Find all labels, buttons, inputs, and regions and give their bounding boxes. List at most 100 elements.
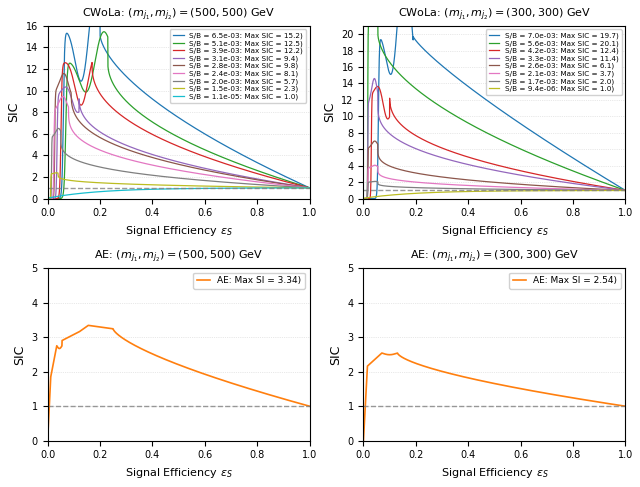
S/B = 2.6e-03: Max SIC = 6.1): (1, 1): Max SIC = 6.1): (1, 1) xyxy=(621,187,629,193)
S/B = 2.6e-03: Max SIC = 6.1): (0.043, 7): Max SIC = 6.1): (0.043, 7) xyxy=(371,138,378,144)
S/B = 1.5e-03: Max SIC = 2.3): (0.384, 1.29): Max SIC = 2.3): (0.384, 1.29) xyxy=(144,182,152,187)
AE: Max SI = 3.34): (0.427, 2.42): Max SI = 3.34): (0.427, 2.42) xyxy=(156,354,163,360)
Title: CWoLa: $(m_{j_1}, m_{j_2}) = (500, 500)$ GeV: CWoLa: $(m_{j_1}, m_{j_2}) = (500, 500)$… xyxy=(82,7,275,23)
S/B = 5.6e-03: Max SIC = 20.1): (0.174, 14.1): Max SIC = 20.1): (0.174, 14.1) xyxy=(405,80,413,86)
Line: S/B = 7.0e-03: Max SIC = 19.7): S/B = 7.0e-03: Max SIC = 19.7) xyxy=(364,0,625,199)
Line: S/B = 2.8e-03: Max SIC = 9.8): S/B = 2.8e-03: Max SIC = 9.8) xyxy=(47,74,310,199)
Line: S/B = 1.7e-03: Max SIC = 2.0): S/B = 1.7e-03: Max SIC = 2.0) xyxy=(364,181,625,199)
S/B = 2.8e-03: Max SIC = 9.8): (1, 1): Max SIC = 9.8): (1, 1) xyxy=(306,185,314,191)
S/B = 9.4e-06: Max SIC = 1.0): (1, 0.994): Max SIC = 1.0): (1, 0.994) xyxy=(621,187,629,193)
S/B = 1.5e-03: Max SIC = 2.3): (0.873, 1.05): Max SIC = 2.3): (0.873, 1.05) xyxy=(273,185,280,190)
S/B = 2.1e-03: Max SIC = 3.7): (0, 0): Max SIC = 3.7): (0, 0) xyxy=(360,196,367,202)
Legend: AE: Max SI = 3.34): AE: Max SI = 3.34) xyxy=(193,273,305,289)
Line: S/B = 4.2e-03: Max SIC = 12.4): S/B = 4.2e-03: Max SIC = 12.4) xyxy=(364,87,625,199)
S/B = 3.1e-03: Max SIC = 9.4): (0.114, 7.99): Max SIC = 9.4): (0.114, 7.99) xyxy=(74,110,81,115)
S/B = 3.3e-03: Max SIC = 11.4): (0.384, 4.27): Max SIC = 11.4): (0.384, 4.27) xyxy=(460,161,468,167)
S/B = 2.1e-03: Max SIC = 3.7): (0.427, 1.56): Max SIC = 3.7): (0.427, 1.56) xyxy=(472,183,479,189)
S/B = 1.7e-03: Max SIC = 2.0): (0.873, 1.03): Max SIC = 2.0): (0.873, 1.03) xyxy=(588,187,596,193)
S/B = 3.9e-03: Max SIC = 12.2): (0.17, 12.6): Max SIC = 12.2): (0.17, 12.6) xyxy=(88,59,96,65)
S/B = 1.7e-03: Max SIC = 2.0): (0.981, 1): Max SIC = 2.0): (0.981, 1) xyxy=(616,187,624,193)
S/B = 2.0e-03: Max SIC = 5.7): (0.873, 1.19): Max SIC = 5.7): (0.873, 1.19) xyxy=(273,183,280,189)
S/B = 4.2e-03: Max SIC = 12.4): (0.384, 5.22): Max SIC = 12.4): (0.384, 5.22) xyxy=(460,153,468,159)
S/B = 2.0e-03: Max SIC = 5.7): (0.0413, 6.5): Max SIC = 5.7): (0.0413, 6.5) xyxy=(54,126,62,131)
S/B = 9.4e-06: Max SIC = 1.0): (0.98, 0.993): Max SIC = 1.0): (0.98, 0.993) xyxy=(616,187,624,193)
S/B = 3.1e-03: Max SIC = 9.4): (0.873, 1.51): Max SIC = 9.4): (0.873, 1.51) xyxy=(273,180,280,186)
S/B = 3.9e-03: Max SIC = 12.2): (0.873, 1.81): Max SIC = 12.2): (0.873, 1.81) xyxy=(273,176,280,182)
S/B = 5.6e-03: Max SIC = 20.1): (0.873, 2.47): Max SIC = 20.1): (0.873, 2.47) xyxy=(588,175,596,181)
AE: Max SI = 3.34): (0.873, 1.27): Max SI = 3.34): (0.873, 1.27) xyxy=(273,394,280,400)
S/B = 4.2e-03: Max SIC = 12.4): (0.427, 4.79): Max SIC = 12.4): (0.427, 4.79) xyxy=(472,156,479,162)
Y-axis label: SIC: SIC xyxy=(329,344,342,365)
S/B = 2.8e-03: Max SIC = 9.8): (0.427, 3.63): Max SIC = 9.8): (0.427, 3.63) xyxy=(156,157,163,163)
S/B = 4.2e-03: Max SIC = 12.4): (1, 1): Max SIC = 12.4): (1, 1) xyxy=(621,187,629,193)
S/B = 1.5e-03: Max SIC = 2.3): (0.427, 1.26): Max SIC = 2.3): (0.427, 1.26) xyxy=(156,182,163,188)
S/B = 9.4e-06: Max SIC = 1.0): (0.873, 0.988): Max SIC = 1.0): (0.873, 0.988) xyxy=(588,187,596,193)
S/B = 5.6e-03: Max SIC = 20.1): (0.114, 16): Max SIC = 20.1): (0.114, 16) xyxy=(390,64,397,70)
S/B = 3.9e-03: Max SIC = 12.2): (0.174, 11.2): Max SIC = 12.2): (0.174, 11.2) xyxy=(89,75,97,80)
S/B = 6.5e-03: Max SIC = 15.2): (0.981, 1.22): Max SIC = 15.2): (0.981, 1.22) xyxy=(301,183,308,188)
AE: Max SI = 2.54): (0.114, 2.5): Max SI = 2.54): (0.114, 2.5) xyxy=(390,351,397,357)
S/B = 1.1e-05: Max SIC = 1.0): (0.383, 0.86): Max SIC = 1.0): (0.383, 0.86) xyxy=(144,187,152,192)
S/B = 3.1e-03: Max SIC = 9.4): (0, 0): Max SIC = 9.4): (0, 0) xyxy=(44,196,51,202)
AE: Max SI = 2.54): (0.427, 1.77): Max SI = 2.54): (0.427, 1.77) xyxy=(472,376,479,382)
X-axis label: Signal Efficiency $\varepsilon_S$: Signal Efficiency $\varepsilon_S$ xyxy=(125,466,232,480)
AE: Max SI = 3.34): (0.174, 3.32): Max SI = 3.34): (0.174, 3.32) xyxy=(89,323,97,329)
S/B = 3.3e-03: Max SIC = 11.4): (0.981, 1.08): Max SIC = 11.4): (0.981, 1.08) xyxy=(616,187,624,193)
AE: Max SI = 2.54): (0.873, 1.15): Max SI = 2.54): (0.873, 1.15) xyxy=(588,398,596,404)
S/B = 1.1e-05: Max SIC = 1.0): (0.873, 0.988): Max SIC = 1.0): (0.873, 0.988) xyxy=(273,185,280,191)
S/B = 4.2e-03: Max SIC = 12.4): (0.174, 8.21): Max SIC = 12.4): (0.174, 8.21) xyxy=(405,128,413,134)
Line: S/B = 6.5e-03: Max SIC = 15.2): S/B = 6.5e-03: Max SIC = 15.2) xyxy=(47,0,310,199)
S/B = 1.1e-05: Max SIC = 1.0): (0, 0.05): Max SIC = 1.0): (0, 0.05) xyxy=(44,195,51,201)
S/B = 2.4e-03: Max SIC = 8.1): (0.981, 1.05): Max SIC = 8.1): (0.981, 1.05) xyxy=(301,185,308,190)
S/B = 3.1e-03: Max SIC = 9.4): (0.981, 1.07): Max SIC = 9.4): (0.981, 1.07) xyxy=(301,184,308,190)
Line: S/B = 1.1e-05: Max SIC = 1.0): S/B = 1.1e-05: Max SIC = 1.0) xyxy=(47,188,310,198)
S/B = 4.2e-03: Max SIC = 12.4): (0.054, 13.6): Max SIC = 12.4): (0.054, 13.6) xyxy=(374,84,381,90)
S/B = 9.4e-06: Max SIC = 1.0): (0.173, 0.601): Max SIC = 1.0): (0.173, 0.601) xyxy=(405,191,413,197)
S/B = 1.7e-03: Max SIC = 2.0): (0.174, 1.37): Max SIC = 2.0): (0.174, 1.37) xyxy=(405,185,413,190)
S/B = 1.7e-03: Max SIC = 2.0): (0.044, 2.1): Max SIC = 2.0): (0.044, 2.1) xyxy=(371,178,379,184)
S/B = 4.2e-03: Max SIC = 12.4): (0.114, 10.2): Max SIC = 12.4): (0.114, 10.2) xyxy=(390,112,397,117)
AE: Max SI = 2.54): (0.384, 1.85): Max SI = 2.54): (0.384, 1.85) xyxy=(460,374,468,380)
S/B = 7.0e-03: Max SIC = 19.7): (0.981, 1.37): Max SIC = 19.7): (0.981, 1.37) xyxy=(616,185,624,190)
S/B = 5.1e-03: Max SIC = 12.5): (1, 1): Max SIC = 12.5): (1, 1) xyxy=(306,185,314,191)
S/B = 2.8e-03: Max SIC = 9.8): (0, 0): Max SIC = 9.8): (0, 0) xyxy=(44,196,51,202)
S/B = 6.5e-03: Max SIC = 15.2): (0, 0): Max SIC = 15.2): (0, 0) xyxy=(44,196,51,202)
S/B = 3.1e-03: Max SIC = 9.4): (0.384, 4.21): Max SIC = 9.4): (0.384, 4.21) xyxy=(144,150,152,156)
Line: S/B = 3.9e-03: Max SIC = 12.2): S/B = 3.9e-03: Max SIC = 12.2) xyxy=(47,62,310,199)
S/B = 3.1e-03: Max SIC = 9.4): (0.174, 6.65): Max SIC = 9.4): (0.174, 6.65) xyxy=(89,124,97,130)
S/B = 2.1e-03: Max SIC = 3.7): (0.384, 1.63): Max SIC = 3.7): (0.384, 1.63) xyxy=(460,182,468,188)
S/B = 5.1e-03: Max SIC = 12.5): (0.384, 7.36): Max SIC = 12.5): (0.384, 7.36) xyxy=(144,116,152,122)
AE: Max SI = 3.34): (0.384, 2.57): Max SI = 3.34): (0.384, 2.57) xyxy=(144,349,152,355)
S/B = 2.0e-03: Max SIC = 5.7): (0.384, 2.21): Max SIC = 5.7): (0.384, 2.21) xyxy=(144,172,152,178)
Title: AE: $(m_{j_1}, m_{j_2}) = (500, 500)$ GeV: AE: $(m_{j_1}, m_{j_2}) = (500, 500)$ Ge… xyxy=(94,249,263,265)
AE: Max SI = 3.34): (0, 0): Max SI = 3.34): (0, 0) xyxy=(44,438,51,444)
S/B = 2.4e-03: Max SIC = 8.1): (0.0584, 9.47): Max SIC = 8.1): (0.0584, 9.47) xyxy=(59,94,67,99)
S/B = 3.3e-03: Max SIC = 11.4): (1, 1): Max SIC = 11.4): (1, 1) xyxy=(621,187,629,193)
S/B = 2.0e-03: Max SIC = 5.7): (0.981, 1.03): Max SIC = 5.7): (0.981, 1.03) xyxy=(301,185,308,190)
S/B = 5.6e-03: Max SIC = 20.1): (0.384, 9.48): Max SIC = 20.1): (0.384, 9.48) xyxy=(460,118,468,124)
S/B = 5.6e-03: Max SIC = 20.1): (0, 0): Max SIC = 20.1): (0, 0) xyxy=(360,196,367,202)
Y-axis label: SIC: SIC xyxy=(323,102,336,122)
Line: S/B = 3.1e-03: Max SIC = 9.4): S/B = 3.1e-03: Max SIC = 9.4) xyxy=(47,87,310,199)
S/B = 3.9e-03: Max SIC = 12.2): (0.981, 1.12): Max SIC = 12.2): (0.981, 1.12) xyxy=(301,184,308,189)
S/B = 2.1e-03: Max SIC = 3.7): (0.043, 4.06): Max SIC = 3.7): (0.043, 4.06) xyxy=(371,162,378,168)
S/B = 5.1e-03: Max SIC = 12.5): (0.873, 1.99): Max SIC = 12.5): (0.873, 1.99) xyxy=(273,174,280,180)
S/B = 2.8e-03: Max SIC = 9.8): (0.981, 1.07): Max SIC = 9.8): (0.981, 1.07) xyxy=(301,184,308,190)
S/B = 1.1e-05: Max SIC = 1.0): (0.98, 0.993): Max SIC = 1.0): (0.98, 0.993) xyxy=(301,185,308,191)
S/B = 7.0e-03: Max SIC = 19.7): (0.384, 14): Max SIC = 19.7): (0.384, 14) xyxy=(460,80,468,86)
S/B = 1.1e-05: Max SIC = 1.0): (1, 0.994): Max SIC = 1.0): (1, 0.994) xyxy=(306,185,314,191)
S/B = 1.5e-03: Max SIC = 2.3): (0.114, 1.61): Max SIC = 2.3): (0.114, 1.61) xyxy=(74,178,81,184)
S/B = 2.0e-03: Max SIC = 5.7): (0.174, 3.07): Max SIC = 5.7): (0.174, 3.07) xyxy=(89,163,97,169)
Line: S/B = 2.4e-03: Max SIC = 8.1): S/B = 2.4e-03: Max SIC = 8.1) xyxy=(47,96,310,199)
S/B = 2.4e-03: Max SIC = 8.1): (1, 1): Max SIC = 8.1): (1, 1) xyxy=(306,185,314,191)
S/B = 1.5e-03: Max SIC = 2.3): (0.174, 1.51): Max SIC = 2.3): (0.174, 1.51) xyxy=(89,180,97,186)
Legend: S/B = 6.5e-03: Max SIC = 15.2), S/B = 5.1e-03: Max SIC = 12.5), S/B = 3.9e-03: M: S/B = 6.5e-03: Max SIC = 15.2), S/B = 5.… xyxy=(170,30,306,103)
Legend: S/B = 7.0e-03: Max SIC = 19.7), S/B = 5.6e-03: Max SIC = 20.1), S/B = 4.2e-03: M: S/B = 7.0e-03: Max SIC = 19.7), S/B = 5.… xyxy=(486,30,622,95)
S/B = 2.6e-03: Max SIC = 6.1): (0.427, 2.19): Max SIC = 6.1): (0.427, 2.19) xyxy=(472,178,479,184)
Line: S/B = 5.6e-03: Max SIC = 20.1): S/B = 5.6e-03: Max SIC = 20.1) xyxy=(364,0,625,199)
S/B = 3.3e-03: Max SIC = 11.4): (0, 0): Max SIC = 11.4): (0, 0) xyxy=(360,196,367,202)
S/B = 1.7e-03: Max SIC = 2.0): (0.114, 1.46): Max SIC = 2.0): (0.114, 1.46) xyxy=(390,184,397,189)
S/B = 1.7e-03: Max SIC = 2.0): (0.427, 1.19): Max SIC = 2.0): (0.427, 1.19) xyxy=(472,186,479,192)
S/B = 1.5e-03: Max SIC = 2.3): (0, 0): Max SIC = 2.3): (0, 0) xyxy=(44,196,51,202)
Line: AE: Max SI = 2.54): AE: Max SI = 2.54) xyxy=(364,353,625,441)
